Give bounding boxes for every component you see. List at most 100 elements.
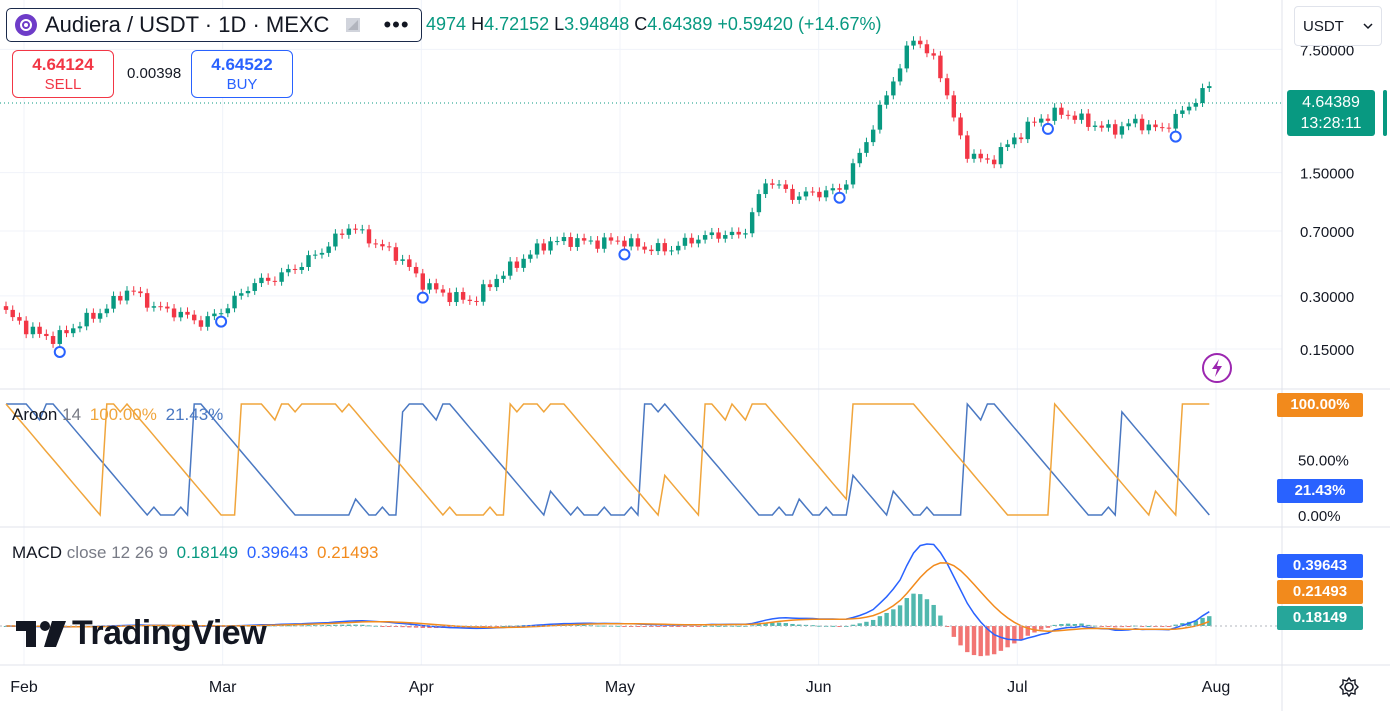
candle-body xyxy=(1207,86,1212,89)
macd-histogram-bar xyxy=(1173,624,1178,626)
candle-body xyxy=(1126,123,1131,127)
macd-histogram-bar xyxy=(481,626,486,627)
candle-body xyxy=(346,228,352,235)
macd-histogram-bar xyxy=(944,626,950,627)
macd-histogram-bar xyxy=(427,626,432,629)
candle-body xyxy=(420,273,425,290)
candle-body xyxy=(373,243,378,245)
candle-body xyxy=(198,320,204,327)
time-tick-label: Feb xyxy=(10,679,38,696)
price-tick-label: 1.50000 xyxy=(1300,166,1354,183)
candle-body xyxy=(30,326,36,335)
macd-histogram-bar xyxy=(965,626,970,653)
macd-histogram-bar xyxy=(978,626,983,657)
candle-body xyxy=(1099,125,1104,128)
candle-body xyxy=(487,284,493,288)
candle-body xyxy=(407,259,412,267)
time-axis[interactable]: Feb Mar Apr May Jun Jul Aug xyxy=(10,679,1230,696)
macd-histogram-bar xyxy=(985,626,990,656)
candle-body xyxy=(729,231,735,236)
candle-body xyxy=(1052,107,1057,121)
macd-histogram-bar xyxy=(1052,624,1057,626)
candle-body xyxy=(205,316,210,327)
ohlc-close: 4.64389 xyxy=(647,14,713,34)
candle-body xyxy=(763,183,768,195)
macd-histogram-bar xyxy=(575,624,580,626)
candle-body xyxy=(185,311,190,315)
more-icon[interactable]: ••• xyxy=(383,12,410,37)
candle-body xyxy=(944,78,950,96)
candle-body xyxy=(918,40,923,45)
lightning-icon[interactable] xyxy=(1201,352,1233,384)
candle-body xyxy=(454,292,459,303)
candle-body xyxy=(77,326,83,329)
price-axis[interactable]: 7.50000 1.50000 0.70000 0.30000 0.15000 xyxy=(1300,42,1354,359)
candle-body xyxy=(924,44,930,54)
candle-body xyxy=(575,238,580,247)
macd-histogram-bar xyxy=(1065,623,1071,626)
macd-histogram-bar xyxy=(1079,623,1084,626)
candle-body xyxy=(1146,124,1151,131)
aroon-up-label: 100.00% xyxy=(1277,393,1363,417)
candle-body xyxy=(635,238,641,247)
candle-body xyxy=(64,330,69,334)
macd-histogram-bar xyxy=(911,593,916,626)
sell-button[interactable]: 4.64124 SELL xyxy=(12,50,114,98)
candle-body xyxy=(393,247,399,261)
tradingview-logo[interactable]: TradingView xyxy=(16,614,267,653)
candle-body xyxy=(716,232,721,239)
buy-button[interactable]: 4.64522 BUY xyxy=(191,50,293,98)
candle-body xyxy=(1072,115,1078,120)
scroll-handle[interactable] xyxy=(1383,90,1387,136)
macd-histogram-bar xyxy=(1146,625,1151,627)
macd-histogram-bar xyxy=(958,626,963,646)
symbol-title: Audiera / USDT · 1D · MEXC xyxy=(45,12,330,37)
macd-histogram-bar xyxy=(662,626,667,627)
symbol-header[interactable]: Audiera / USDT · 1D · MEXC ••• xyxy=(6,8,422,42)
aroon-length: 14 xyxy=(62,405,82,424)
macd-histogram-bar xyxy=(1112,626,1118,628)
buy-price: 4.64522 xyxy=(211,55,273,74)
aroon-up-value: 100.00% xyxy=(89,405,157,424)
macd-histogram-bar xyxy=(1207,616,1212,626)
event-marker-icon xyxy=(833,191,846,204)
candle-body xyxy=(192,314,197,321)
flag-icon[interactable] xyxy=(345,17,361,33)
macd-signal-value: 0.21493 xyxy=(317,543,379,562)
candle-body xyxy=(494,278,499,288)
sell-label: SELL xyxy=(44,76,82,93)
candle-body xyxy=(84,312,89,327)
candle-body xyxy=(434,283,439,290)
candle-body xyxy=(165,306,170,309)
candle-body xyxy=(985,158,990,160)
candle-body xyxy=(689,237,694,244)
currency-select[interactable]: USDT xyxy=(1294,6,1382,46)
macd-histogram-bar xyxy=(857,623,862,626)
macd-histogram-bar xyxy=(931,604,936,626)
candle-body xyxy=(460,292,466,300)
settings-gear-icon[interactable] xyxy=(1338,676,1360,698)
candle-body xyxy=(669,250,674,252)
macd-histogram-bar xyxy=(776,622,782,626)
event-markers[interactable] xyxy=(53,122,1182,358)
candle-body xyxy=(857,152,862,164)
candle-body xyxy=(790,188,795,200)
candle-body xyxy=(319,252,325,255)
candle-body xyxy=(810,191,815,193)
macd-histogram-bar xyxy=(1160,626,1165,627)
macd-params: close 12 26 9 xyxy=(66,543,168,562)
candle-body xyxy=(1092,125,1098,127)
macd-histogram-bar xyxy=(763,623,768,626)
candle-body xyxy=(353,228,358,230)
macd-histogram-bar xyxy=(736,625,741,627)
candle-body xyxy=(615,240,620,242)
macd-histogram-bar xyxy=(676,626,681,627)
macd-hist-label: 0.18149 xyxy=(1277,606,1363,630)
macd-histogram-bar xyxy=(790,623,795,626)
macd-histogram-bar xyxy=(171,626,177,627)
macd-histogram-bar xyxy=(360,624,365,626)
macd-histogram-bar xyxy=(655,626,661,627)
macd-histogram-bar xyxy=(602,625,607,627)
candle-body xyxy=(1173,113,1178,129)
